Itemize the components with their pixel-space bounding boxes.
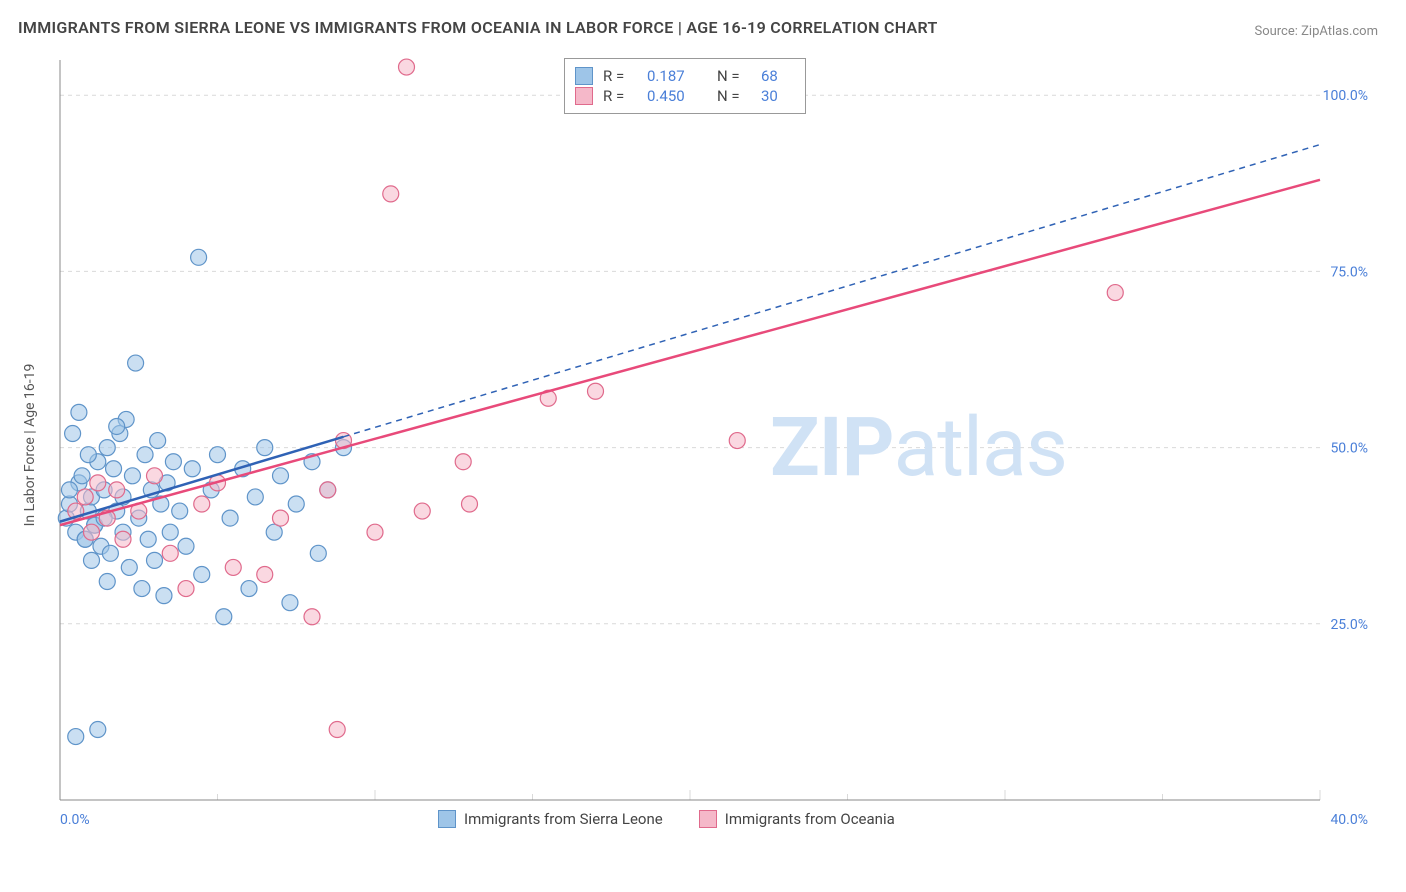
legend-swatch [575,87,593,105]
regression-line-sierra-leone-dashed [344,145,1321,437]
data-point [257,566,273,582]
data-point [383,186,399,202]
data-point [165,454,181,470]
data-point [320,482,336,498]
n-label: N = [717,67,751,85]
series-legend: Immigrants from Sierra Leone Immigrants … [438,810,895,828]
y-tick-label: 100.0% [1323,88,1368,104]
data-point [128,355,144,371]
correlation-legend: R = 0.187 N = 68 R = 0.450 N = 30 [564,58,806,114]
data-point [147,468,163,484]
data-point [124,468,140,484]
data-point [80,447,96,463]
data-point [99,440,115,456]
data-point [455,454,471,470]
data-point [178,538,194,554]
r-label: R = [603,87,637,105]
y-tick-label: 25.0% [1330,617,1368,633]
regression-line-oceania [60,180,1320,525]
n-label: N = [717,87,751,105]
x-tick-label: 40.0% [1330,812,1368,828]
data-point [329,722,345,738]
data-point [194,496,210,512]
scatter-plot: 25.0% 50.0% 75.0% 100.0% 0.0% 40.0% [50,50,1380,840]
legend-label: Immigrants from Oceania [725,810,895,828]
data-point [134,581,150,597]
data-point [304,609,320,625]
data-point [194,566,210,582]
data-point [71,404,87,420]
data-point [273,468,289,484]
chart-container: In Labor Force | Age 16-19 25.0%50.0%75.… [50,50,1380,840]
legend-swatch [438,810,456,828]
y-tick-label: 50.0% [1330,441,1368,457]
data-point [156,588,172,604]
data-point [61,482,77,498]
data-point [172,503,188,519]
legend-swatch [699,810,717,828]
r-value: 0.187 [647,67,707,85]
data-point [247,489,263,505]
data-point [310,545,326,561]
y-tick-label: 75.0% [1330,264,1368,280]
data-point [137,447,153,463]
data-point [216,609,232,625]
data-point [222,510,238,526]
x-tick-label: 0.0% [60,812,90,828]
data-point [729,433,745,449]
data-point [241,581,257,597]
data-point [178,581,194,597]
data-point [210,447,226,463]
data-point [99,574,115,590]
data-point [140,531,156,547]
data-point [74,468,90,484]
data-point [65,426,81,442]
legend-item: Immigrants from Oceania [699,810,895,828]
data-point [162,524,178,540]
data-point [414,503,430,519]
data-point [184,461,200,477]
data-point [462,496,478,512]
data-point [147,552,163,568]
legend-label: Immigrants from Sierra Leone [464,810,663,828]
data-point [399,59,415,75]
data-point [77,489,93,505]
n-value: 68 [761,67,791,85]
legend-swatch [575,67,593,85]
data-point [68,729,84,745]
data-point [257,440,273,456]
data-point [102,545,118,561]
n-value: 30 [761,87,791,105]
data-point [90,475,106,491]
data-point [90,722,106,738]
chart-title: IMMIGRANTS FROM SIERRA LEONE VS IMMIGRAN… [18,18,938,37]
legend-row: R = 0.187 N = 68 [575,67,791,85]
data-point [288,496,304,512]
data-point [84,524,100,540]
data-point [162,545,178,561]
data-point [109,482,125,498]
legend-item: Immigrants from Sierra Leone [438,810,663,828]
source-credit: Source: ZipAtlas.com [1254,24,1378,39]
data-point [191,249,207,265]
data-point [273,510,289,526]
data-point [115,531,131,547]
data-point [150,433,166,449]
data-point [1107,285,1123,301]
r-value: 0.450 [647,87,707,105]
y-axis-label: In Labor Force | Age 16-19 [22,364,38,527]
data-point [225,559,241,575]
data-point [367,524,383,540]
data-point [109,418,125,434]
r-label: R = [603,67,637,85]
data-point [106,461,122,477]
data-point [84,552,100,568]
legend-row: R = 0.450 N = 30 [575,87,791,105]
data-point [588,383,604,399]
data-point [282,595,298,611]
data-point [121,559,137,575]
